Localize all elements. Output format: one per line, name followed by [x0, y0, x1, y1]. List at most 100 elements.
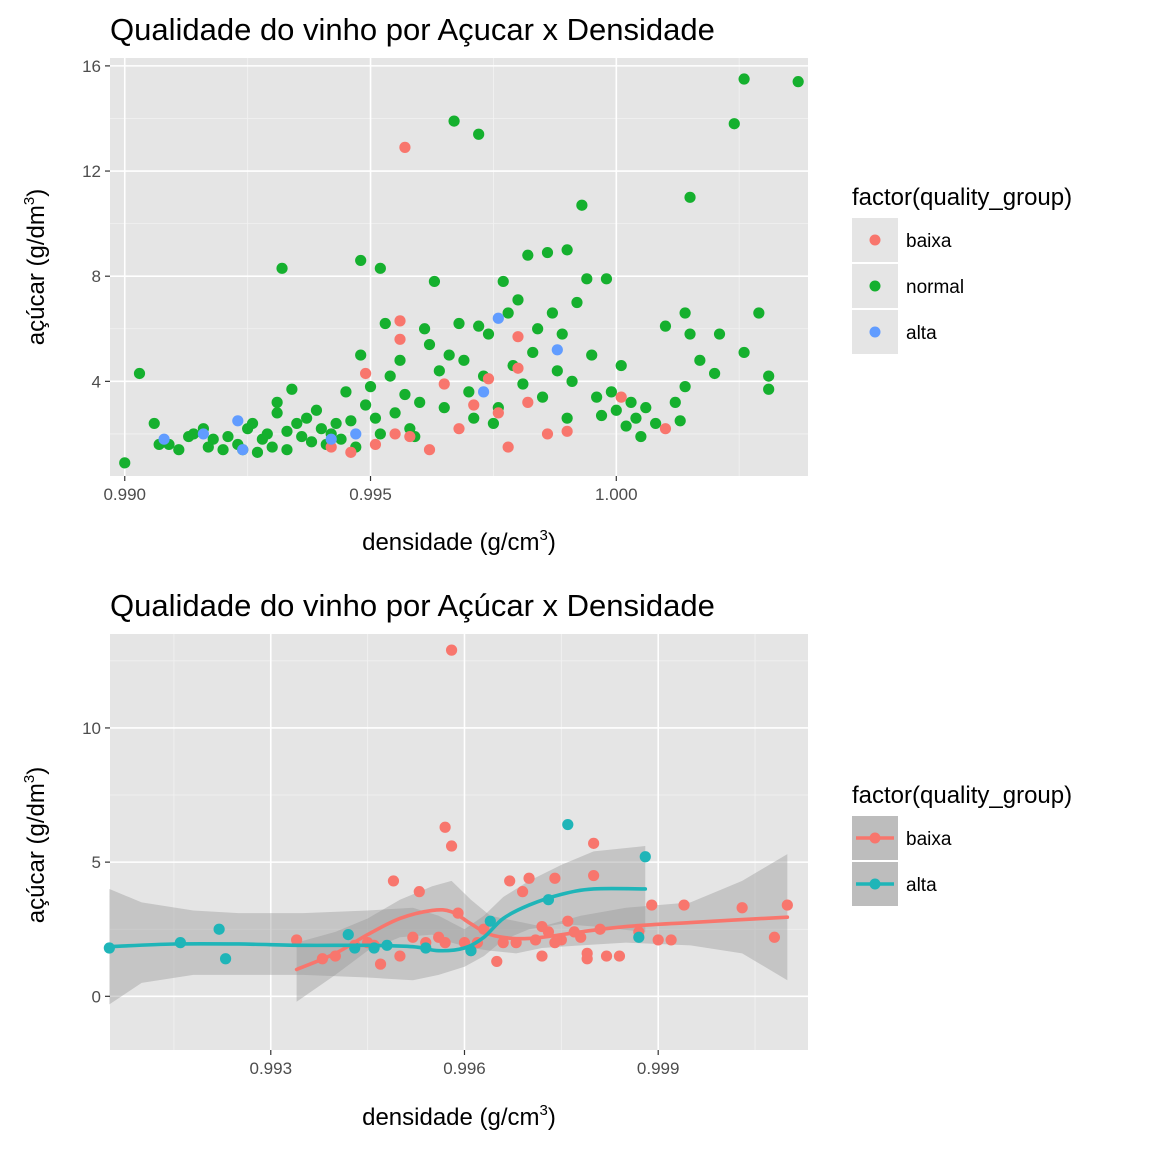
- point-normal: [620, 420, 632, 432]
- chart-2-x-axis-title: densidade (g/cm3): [362, 1102, 556, 1131]
- point-baixa: [439, 821, 451, 833]
- legend-key-alta: [869, 326, 881, 338]
- point-normal: [394, 354, 406, 366]
- point-alta: [350, 428, 362, 440]
- point-normal: [502, 307, 514, 319]
- point-baixa: [492, 407, 504, 419]
- point-normal: [266, 441, 278, 453]
- point-baixa: [736, 902, 748, 914]
- point-normal: [261, 428, 273, 440]
- point-normal: [684, 191, 696, 203]
- point-baixa: [659, 423, 672, 435]
- point-normal: [217, 444, 229, 456]
- y-tick-label: 12: [82, 162, 101, 181]
- point-baixa: [522, 396, 534, 408]
- point-normal: [753, 307, 765, 319]
- point-normal: [286, 383, 298, 395]
- point-normal: [384, 370, 396, 382]
- point-normal: [448, 115, 460, 127]
- chart-2-legend-title: factor(quality_group): [852, 782, 1072, 809]
- point-normal: [222, 430, 234, 443]
- point-normal: [148, 417, 160, 430]
- chart-2-x-ticks: 0.993 0.996 0.999: [250, 1050, 680, 1078]
- point-baixa: [613, 950, 626, 962]
- point-normal: [581, 273, 593, 285]
- x-tick-label: 0.996: [443, 1059, 486, 1078]
- point-normal: [389, 407, 401, 419]
- point-normal: [458, 354, 470, 366]
- point-baixa: [517, 886, 529, 898]
- chart-1-title: Qualidade do vinho por Açucar x Densidad…: [110, 12, 715, 47]
- x-tick-label: 0.999: [637, 1059, 680, 1078]
- point-normal: [315, 423, 327, 435]
- point-baixa: [439, 937, 451, 949]
- chart-1-x-axis-title: densidade (g/cm3): [362, 527, 556, 556]
- point-alta: [639, 851, 651, 863]
- point-normal: [473, 128, 485, 140]
- point-normal: [640, 402, 652, 414]
- point-baixa: [438, 378, 450, 390]
- point-alta: [197, 428, 209, 440]
- point-baixa: [504, 875, 516, 887]
- point-baixa: [445, 644, 458, 656]
- point-normal: [443, 349, 455, 361]
- point-normal: [679, 381, 691, 393]
- point-normal: [374, 262, 386, 274]
- point-normal: [310, 404, 323, 416]
- point-normal: [305, 436, 318, 448]
- x-tick-label: 1.000: [595, 485, 638, 504]
- point-normal: [473, 320, 485, 332]
- point-baixa: [512, 362, 524, 374]
- point-normal: [576, 199, 588, 211]
- point-normal: [595, 409, 608, 422]
- point-normal: [119, 457, 131, 469]
- point-normal: [296, 430, 308, 443]
- point-normal: [605, 386, 617, 398]
- point-baixa: [581, 947, 593, 959]
- point-alta: [484, 915, 496, 927]
- point-baixa: [502, 441, 514, 453]
- point-normal: [532, 323, 544, 335]
- point-normal: [330, 417, 342, 430]
- chart-1-points: [119, 73, 804, 469]
- point-alta: [551, 344, 563, 356]
- chart-2-y-ticks: 0 5 10: [82, 719, 110, 1006]
- legend-key-normal: [869, 280, 881, 292]
- point-normal: [360, 399, 372, 411]
- point-alta: [325, 433, 337, 445]
- point-baixa: [523, 872, 535, 884]
- point-baixa: [512, 331, 524, 343]
- x-tick-label: 0.990: [103, 485, 146, 504]
- point-normal: [453, 317, 465, 330]
- point-alta: [633, 931, 645, 943]
- point-baixa: [360, 367, 372, 380]
- point-normal: [556, 328, 568, 340]
- y-tick-label: 0: [92, 987, 101, 1006]
- point-baixa: [561, 425, 573, 437]
- legend-key-baixa: [869, 234, 881, 246]
- point-baixa: [781, 899, 793, 911]
- point-normal: [433, 365, 445, 377]
- point-baixa: [665, 934, 677, 946]
- point-normal: [207, 433, 219, 445]
- point-normal: [512, 294, 524, 306]
- point-normal: [301, 412, 313, 424]
- point-normal: [586, 349, 598, 361]
- chart-1-y-ticks: 4 8 12 16: [82, 57, 110, 391]
- chart-2-legend: factor(quality_group) baixa alta: [852, 782, 1072, 906]
- point-normal: [674, 415, 686, 427]
- point-normal: [355, 254, 367, 267]
- point-normal: [600, 273, 613, 285]
- point-normal: [271, 407, 283, 419]
- point-alta: [158, 433, 170, 445]
- point-normal: [517, 378, 529, 390]
- y-tick-label: 5: [92, 853, 101, 872]
- point-normal: [536, 391, 549, 403]
- point-alta: [213, 923, 225, 935]
- y-tick-label: 16: [82, 57, 101, 76]
- point-baixa: [453, 423, 465, 435]
- point-normal: [650, 417, 662, 430]
- legend-label-alta: alta: [906, 323, 937, 344]
- point-normal: [763, 383, 775, 395]
- point-normal: [276, 262, 288, 274]
